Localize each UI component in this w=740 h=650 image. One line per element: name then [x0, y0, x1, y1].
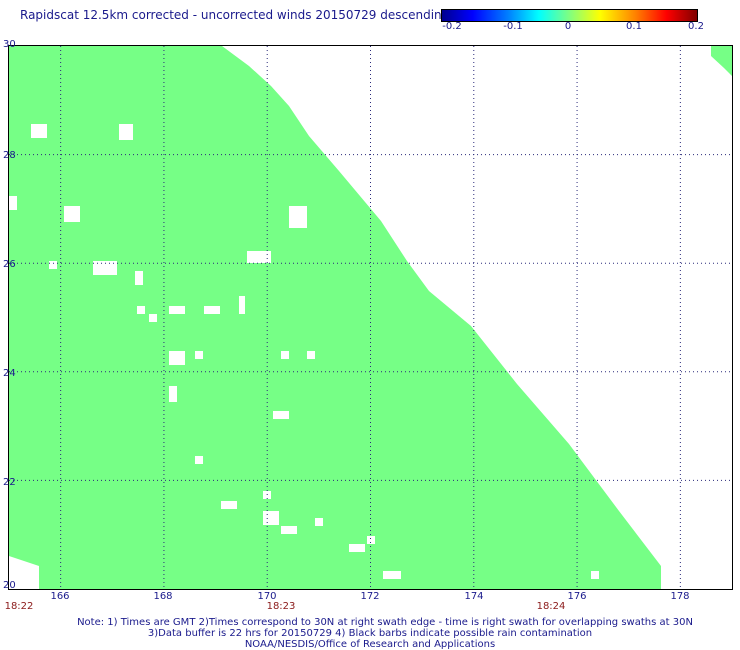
missing-cell	[169, 386, 177, 402]
note-line-2: 3)Data buffer is 22 hrs for 20150729 4) …	[147, 628, 593, 639]
missing-cell	[273, 411, 289, 419]
missing-cell	[367, 536, 375, 544]
latitude-label: 20	[3, 580, 16, 591]
longitude-label: 168	[153, 591, 173, 602]
latitude-label: 26	[3, 259, 16, 270]
colorbar-tick: -0.2	[442, 21, 462, 32]
missing-cell	[307, 351, 315, 359]
longitude-label: 166	[50, 591, 70, 602]
longitude-label: 170	[257, 591, 277, 602]
longitude-label: 176	[567, 591, 587, 602]
swath-region	[9, 46, 661, 589]
latitude-label: 24	[3, 368, 16, 379]
missing-cell	[315, 518, 323, 526]
time-label: 18:22	[4, 601, 34, 612]
time-label: 18:24	[536, 601, 566, 612]
missing-cell	[135, 271, 143, 285]
swath-region-corner	[711, 46, 732, 76]
missing-cell	[281, 526, 297, 534]
missing-cell	[204, 306, 220, 314]
missing-cell	[169, 351, 185, 365]
missing-cell	[64, 206, 80, 222]
note-line-3: NOAA/NESDIS/Office of Research and Appli…	[244, 639, 496, 650]
missing-cell	[383, 571, 401, 579]
missing-cell	[349, 544, 365, 552]
colorbar-tick: 0.2	[688, 21, 704, 32]
missing-cell	[247, 251, 271, 263]
missing-cell	[263, 511, 279, 525]
missing-cell	[591, 571, 599, 579]
latitude-label: 22	[3, 477, 16, 488]
colorbar-tick: 0	[564, 21, 572, 32]
latitude-label: 30	[3, 39, 16, 50]
latitude-label: 28	[3, 150, 16, 161]
missing-data-cells	[9, 124, 599, 579]
missing-cell	[195, 351, 203, 359]
time-label: 18:23	[266, 601, 296, 612]
wind-difference-swath	[9, 46, 732, 589]
map-title: Rapidscat 12.5km corrected - uncorrected…	[20, 8, 450, 22]
missing-cell	[93, 261, 117, 275]
longitude-label: 172	[360, 591, 380, 602]
colorbar-tick: 0.1	[626, 21, 642, 32]
missing-cell	[281, 351, 289, 359]
note-line-1: Note: 1) Times are GMT 2)Times correspon…	[77, 617, 693, 628]
missing-cell	[289, 206, 307, 228]
missing-cell	[239, 296, 245, 314]
colorbar-tick: -0.1	[503, 21, 523, 32]
missing-cell	[119, 124, 133, 140]
missing-cell	[31, 124, 47, 138]
missing-cell	[149, 314, 157, 322]
longitude-label: 178	[670, 591, 690, 602]
longitude-label: 174	[464, 591, 484, 602]
grid-lines	[9, 46, 732, 589]
missing-cell	[221, 501, 237, 509]
missing-cell	[195, 456, 203, 464]
missing-cell	[49, 261, 57, 269]
missing-cell	[169, 306, 185, 314]
colorbar	[441, 9, 698, 22]
missing-cell	[9, 196, 17, 210]
map-plot-area	[8, 45, 733, 590]
missing-cell	[137, 306, 145, 314]
